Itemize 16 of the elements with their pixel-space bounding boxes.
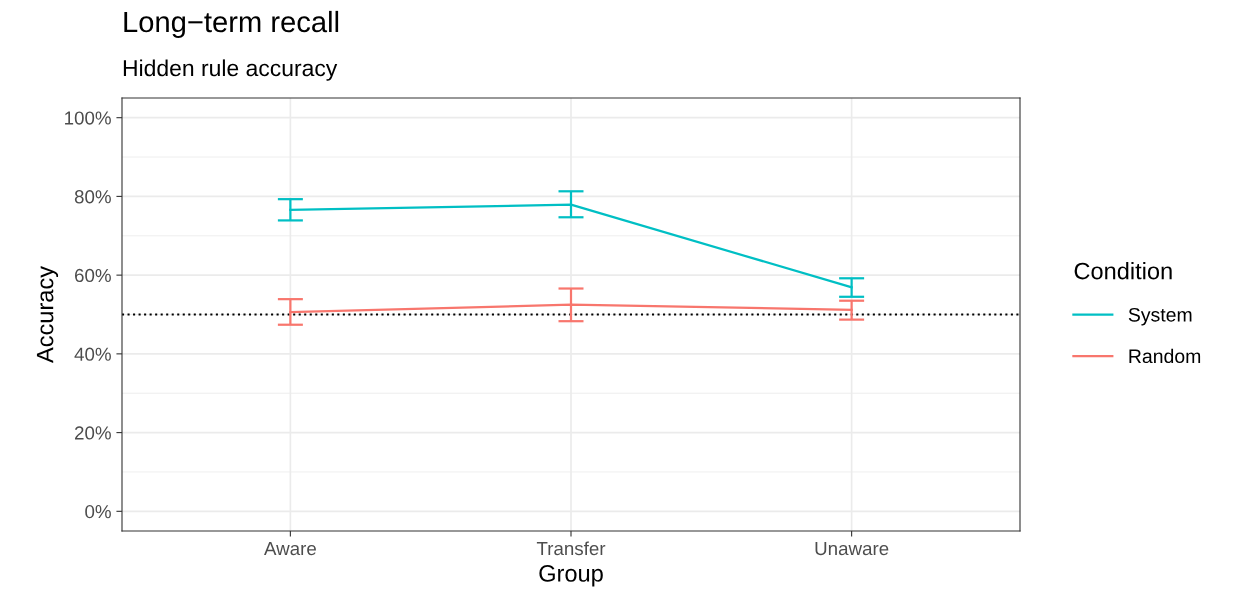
x-tick-label: Transfer <box>536 541 606 556</box>
x-tick-label: Aware <box>264 542 316 556</box>
chart-subtitle: Hidden rule accuracy <box>123 59 338 81</box>
y-tick-label: 0% <box>85 505 111 519</box>
y-tick-label: 60% <box>75 268 111 283</box>
legend-title: Condition <box>1074 262 1172 280</box>
y-tick-label: 100% <box>65 111 111 125</box>
chart-title: Long−term recall <box>124 10 339 39</box>
y-tick-label: 80% <box>74 190 111 204</box>
legend-label: Random <box>1129 348 1201 364</box>
legend-label: System <box>1128 307 1192 326</box>
y-axis-title: Accuracy <box>36 265 59 363</box>
y-tick-label: 20% <box>75 426 111 440</box>
x-tick-label: Unaware <box>815 542 889 556</box>
x-axis-title: Group <box>539 565 603 587</box>
y-tick-label: 40% <box>74 347 111 361</box>
